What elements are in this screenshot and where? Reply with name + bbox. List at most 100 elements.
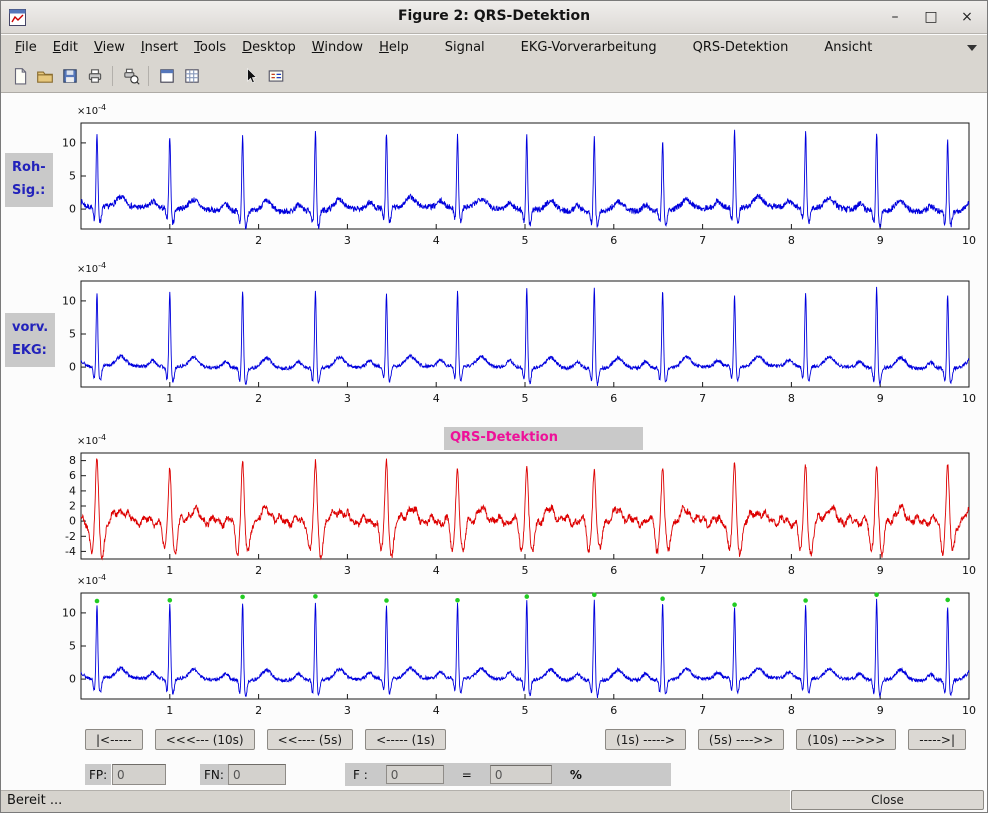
pointer-icon[interactable] — [239, 65, 262, 88]
svg-text:6: 6 — [610, 234, 617, 247]
plot-preprocessed-signal: 1 2 3 4 5 6 7 8 9 10 0 5 10 ×10-4 — [1, 259, 987, 409]
window-icon — [9, 9, 26, 26]
f-label: F : — [353, 767, 368, 782]
nav-forward-button-3[interactable]: ----->| — [908, 729, 966, 750]
plot-detected-signal: 1 2 3 4 5 6 7 8 9 10 0 5 10 ×10-4 — [1, 571, 987, 721]
svg-text:7: 7 — [699, 704, 706, 717]
minimize-icon[interactable]: – — [891, 9, 899, 25]
svg-text:1: 1 — [166, 704, 173, 717]
preprocessed-signal-label: vorv. EKG: — [5, 313, 56, 367]
percent-sign: % — [569, 767, 582, 782]
svg-text:7: 7 — [699, 392, 706, 405]
svg-text:2: 2 — [69, 500, 76, 513]
fp-input[interactable] — [112, 764, 166, 785]
maximize-icon[interactable]: □ — [924, 9, 938, 25]
window-controls: – □ × — [885, 6, 977, 28]
new-file-icon[interactable] — [8, 65, 31, 88]
svg-text:5: 5 — [69, 640, 76, 653]
menu-item-file[interactable]: File — [15, 40, 37, 55]
svg-text:6: 6 — [610, 564, 617, 577]
svg-text:3: 3 — [344, 234, 351, 247]
svg-text:5: 5 — [522, 392, 529, 405]
legend-icon[interactable] — [264, 65, 287, 88]
nav-back-button-1[interactable]: <<<--- (10s) — [154, 729, 255, 750]
print-preview-icon[interactable] — [119, 65, 142, 88]
window-title: Figure 2: QRS-Detektion — [397, 8, 591, 24]
plot-filtered-signal: 1 2 3 4 5 6 7 8 9 10 -4 -2 0 2 4 6 8 ×10-4 — [1, 431, 987, 581]
svg-text:3: 3 — [344, 564, 351, 577]
svg-text:1: 1 — [166, 392, 173, 405]
toolbar-separator — [148, 66, 149, 86]
svg-text:8: 8 — [788, 564, 795, 577]
nav-forward-button-2[interactable]: (10s) --->>> — [796, 729, 897, 750]
nav-back-button-3[interactable]: <----- (1s) — [365, 729, 446, 750]
nav-forward-button-1[interactable]: (5s) ---->> — [697, 729, 785, 750]
f-measure-band: F : = % — [345, 763, 671, 786]
svg-text:2: 2 — [255, 564, 262, 577]
open-folder-icon[interactable] — [33, 65, 56, 88]
menu-item-edit[interactable]: Edit — [52, 40, 78, 55]
svg-text:2: 2 — [255, 392, 262, 405]
svg-text:1: 1 — [166, 564, 173, 577]
menu-item-help[interactable]: Help — [379, 40, 409, 55]
toolbar-separator — [112, 66, 113, 86]
svg-text:10: 10 — [62, 606, 76, 619]
menu-item-desktop[interactable]: Desktop — [242, 40, 296, 55]
dock-figure-icon[interactable] — [155, 65, 178, 88]
svg-text:8: 8 — [69, 454, 76, 467]
svg-text:5: 5 — [69, 328, 76, 341]
menu-item-view[interactable]: View — [93, 40, 125, 55]
menu-overflow-chevron-icon[interactable] — [967, 44, 977, 51]
svg-text:6: 6 — [69, 469, 76, 482]
fn-input[interactable] — [228, 764, 286, 785]
svg-text:0: 0 — [69, 673, 76, 686]
svg-text:9: 9 — [877, 392, 884, 405]
nav-back-button-2[interactable]: <<---- (5s) — [266, 729, 354, 750]
svg-text:1: 1 — [166, 234, 173, 247]
svg-text:9: 9 — [877, 564, 884, 577]
menu-item-signal[interactable]: Signal — [444, 40, 485, 55]
close-button[interactable]: Close — [791, 790, 984, 810]
menu-item-window[interactable]: Window — [311, 40, 364, 55]
title-bar: Figure 2: QRS-Detektion – □ × — [1, 1, 987, 34]
menu-items: File Edit View Insert Tools Desktop Window Help… — [7, 37, 880, 58]
svg-text:×10-4: ×10-4 — [77, 103, 106, 117]
status-text: Bereit ... — [7, 793, 63, 808]
svg-text:-4: -4 — [65, 545, 76, 558]
nav-forward-button-0[interactable]: (1s) -----> — [605, 729, 686, 750]
f-result-input[interactable] — [489, 765, 552, 784]
svg-text:5: 5 — [522, 564, 529, 577]
svg-text:10: 10 — [962, 564, 976, 577]
f-input[interactable] — [385, 765, 444, 784]
menu-item-tools[interactable]: Tools — [194, 40, 227, 55]
svg-text:3: 3 — [344, 392, 351, 405]
svg-text:4: 4 — [433, 392, 440, 405]
svg-text:10: 10 — [962, 234, 976, 247]
svg-text:3: 3 — [344, 704, 351, 717]
svg-text:-2: -2 — [65, 530, 76, 543]
raw-signal-label-line1: Roh- — [12, 160, 46, 175]
svg-text:2: 2 — [255, 234, 262, 247]
fp-label: FP: — [85, 764, 112, 785]
menu-item-qrs-detektion[interactable]: QRS-Detektion — [692, 40, 789, 55]
nav-buttons-back: |<----- <<<--- (10s) <<---- (5s) <----- (1s… — [85, 729, 446, 750]
raw-signal-label: Roh- Sig.: — [5, 153, 53, 207]
preprocessed-label-line1: vorv. — [12, 320, 49, 335]
svg-text:5: 5 — [522, 704, 529, 717]
menu-item-ansicht[interactable]: Ansicht — [824, 40, 873, 55]
status-bar: Bereit ... — [1, 790, 790, 812]
menu-item-insert[interactable]: Insert — [140, 40, 179, 55]
print-icon[interactable] — [83, 65, 106, 88]
plot-tools-icon[interactable] — [180, 65, 203, 88]
svg-text:10: 10 — [962, 704, 976, 717]
svg-text:4: 4 — [433, 704, 440, 717]
svg-text:2: 2 — [255, 704, 262, 717]
svg-text:6: 6 — [610, 704, 617, 717]
svg-text:×10-4: ×10-4 — [77, 433, 106, 447]
save-icon[interactable] — [58, 65, 81, 88]
close-icon[interactable]: × — [961, 9, 973, 25]
svg-text:8: 8 — [788, 392, 795, 405]
nav-back-button-0[interactable]: |<----- — [85, 729, 143, 750]
menu-item-ekg-vorverarbeitung[interactable]: EKG-Vorverarbeitung — [520, 40, 657, 55]
svg-text:10: 10 — [62, 294, 76, 307]
